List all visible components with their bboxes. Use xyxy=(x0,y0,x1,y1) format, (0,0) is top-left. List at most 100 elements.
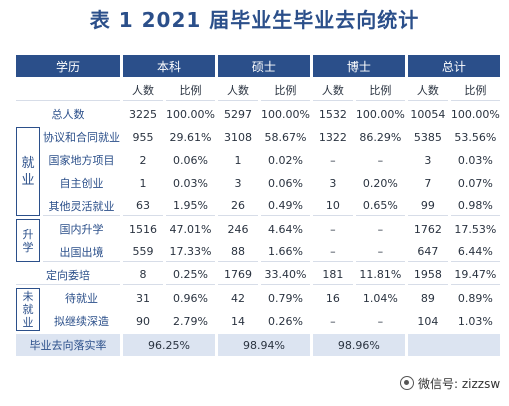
watermark-text: 微信号: zizzsw xyxy=(418,376,501,391)
placement-rate-doctor: 98.96% xyxy=(312,334,405,356)
cell: 29.61% xyxy=(169,130,212,144)
cell: 19.47% xyxy=(450,265,500,285)
subheader-ratio: 比例 xyxy=(166,80,215,101)
cell: 100.00% xyxy=(355,107,405,121)
cell: 0.98% xyxy=(450,196,500,216)
placement-rate-master: 98.94% xyxy=(217,334,310,356)
row-label: 出国出境 xyxy=(43,242,120,262)
cell: – xyxy=(330,314,336,328)
cell: 100.00% xyxy=(166,107,215,121)
cell: 3108 xyxy=(223,130,252,144)
cell: 0.89% xyxy=(457,291,493,305)
cell: 0.02% xyxy=(267,153,303,167)
subheader-blank xyxy=(16,80,120,101)
cell: 0.26% xyxy=(267,314,303,328)
cell: 1762 xyxy=(413,222,442,236)
subheader-row: 人数 比例 人数 比例 人数 比例 人数 比例 xyxy=(16,80,500,101)
cell: 1958 xyxy=(407,265,448,285)
cell: 10 xyxy=(312,196,353,216)
cell: 33.40% xyxy=(260,265,310,285)
row-label: 定向委培 xyxy=(16,265,120,285)
cell: 26 xyxy=(217,196,258,216)
category-further-study: 升学 xyxy=(16,219,40,262)
row-label: 总人数 xyxy=(51,108,85,121)
table-row: 出国出境 559 17.33% 88 1.66% – – 647 6.44% xyxy=(16,242,500,262)
cell: 181 xyxy=(312,265,353,285)
cell: 3225 xyxy=(129,107,157,121)
placement-rate-bachelor: 96.25% xyxy=(123,334,215,356)
cell: 1.66% xyxy=(260,242,310,262)
category-employment: 就业 xyxy=(16,127,40,216)
cell: 0.07% xyxy=(457,176,493,190)
cell: 3 xyxy=(329,176,337,190)
cell: 0.79% xyxy=(267,291,303,305)
cell: 88 xyxy=(217,242,258,262)
cell: 2 xyxy=(139,153,147,167)
table-row: 未就业 待就业 31 0.96% 42 0.79% 16 1.04% 89 0.… xyxy=(16,288,500,331)
cell: 0.06% xyxy=(173,153,208,167)
cell: 8 xyxy=(123,265,163,285)
cell: 1.95% xyxy=(166,196,215,216)
cell: 2.79% xyxy=(173,314,208,328)
cell: 0.03% xyxy=(173,176,208,190)
cell: 1516 xyxy=(129,222,157,236)
cell: 1 xyxy=(139,176,147,190)
graduate-destination-table: 学历 本科 硕士 博士 总计 人数 比例 人数 比例 人数 比例 人数 比例 总… xyxy=(13,52,503,359)
cell: – xyxy=(330,222,336,236)
group-header-total: 总计 xyxy=(407,55,500,77)
cell: 104 xyxy=(417,314,439,328)
table-row: 拟继续深造 90 2.79% 14 0.26% – – 104 1.03% xyxy=(16,311,500,331)
subheader-ratio: 比例 xyxy=(260,80,310,101)
cell: – xyxy=(377,314,384,328)
cell: 1532 xyxy=(318,107,347,121)
cell: – xyxy=(377,222,384,236)
wechat-icon xyxy=(400,376,414,390)
cell: 246 xyxy=(227,222,249,236)
cell: 42 xyxy=(230,291,245,305)
cell: 7 xyxy=(424,176,432,190)
cell: 16 xyxy=(325,291,340,305)
subheader-count: 人数 xyxy=(217,80,258,101)
cell: 0.20% xyxy=(362,176,398,190)
cell: 14 xyxy=(230,314,245,328)
cell: 3 xyxy=(424,153,432,167)
cell: 1.03% xyxy=(457,314,493,328)
category-unemployed: 未就业 xyxy=(16,288,40,331)
cell: 0.06% xyxy=(267,176,303,190)
row-label: 自主创业 xyxy=(59,177,104,190)
cell: 1.04% xyxy=(362,291,398,305)
subheader-count: 人数 xyxy=(123,80,163,101)
cell: 5297 xyxy=(223,107,252,121)
cell: 6.44% xyxy=(450,242,500,262)
cell: 17.33% xyxy=(166,242,215,262)
table-row: 国家地方项目 2 0.06% 1 0.02% – – 3 0.03% xyxy=(16,150,500,170)
cell: – xyxy=(330,153,336,167)
row-label: 国内升学 xyxy=(59,223,104,236)
group-header-bachelor: 本科 xyxy=(123,55,215,77)
subheader-count: 人数 xyxy=(407,80,448,101)
wechat-watermark: 微信号: zizzsw xyxy=(400,373,501,393)
total-row: 总人数 3225 100.00% 5297 100.00% 1532 100.0… xyxy=(16,104,500,124)
cell: 100.00% xyxy=(260,107,310,121)
subheader-ratio: 比例 xyxy=(355,80,405,101)
cell: 63 xyxy=(123,196,163,216)
cell: 955 xyxy=(132,130,154,144)
row-label: 拟继续深造 xyxy=(54,315,109,328)
cell: 647 xyxy=(407,242,448,262)
cell: 0.96% xyxy=(173,291,208,305)
cell: 1 xyxy=(234,153,242,167)
cell: 53.56% xyxy=(454,130,497,144)
placement-rate-label: 毕业去向落实率 xyxy=(16,334,120,356)
table-row: 其他灵活就业 63 1.95% 26 0.49% 10 0.65% 99 0.9… xyxy=(16,196,500,216)
cell: 31 xyxy=(136,291,150,305)
cell: – xyxy=(312,242,353,262)
cell: 4.64% xyxy=(267,222,303,236)
table-title: 表 1 2021 届毕业生毕业去向统计 xyxy=(89,8,420,32)
cell: 58.67% xyxy=(264,130,307,144)
group-header-doctor: 博士 xyxy=(312,55,405,77)
cell: 100.00% xyxy=(450,107,500,121)
cell: 86.29% xyxy=(359,130,402,144)
table-row: 就业 协议和合同就业 955 29.61% 3108 58.67% 1322 8… xyxy=(16,127,500,216)
group-header-master: 硕士 xyxy=(217,55,310,77)
cell: 99 xyxy=(407,196,448,216)
